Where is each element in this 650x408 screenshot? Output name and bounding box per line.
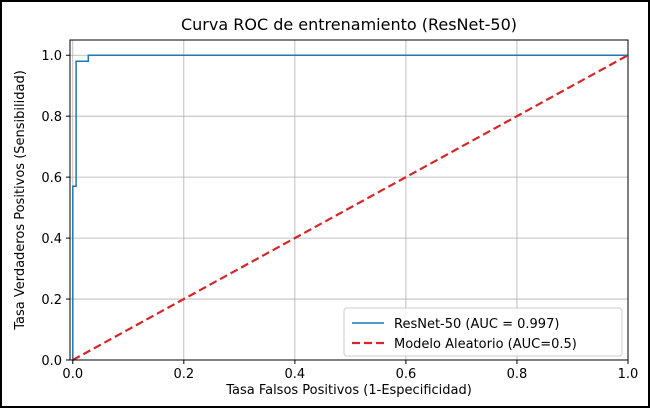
y-tick-label: 0.4: [41, 232, 62, 247]
x-axis: 0.0 0.2 0.4 0.6 0.8 1.0: [62, 360, 638, 382]
random-model-line: [72, 54, 629, 361]
plot-area: [69, 39, 629, 361]
x-tick-label: 0.4: [285, 367, 306, 382]
series-layer: [72, 54, 629, 361]
y-tick-label: 0.6: [41, 171, 62, 186]
y-tick-label: 0.8: [41, 110, 62, 125]
legend-box: [343, 307, 623, 357]
legend-entry: Modelo Aleatorio (AUC=0.5): [394, 337, 577, 352]
x-tick-label: 0.8: [507, 367, 528, 382]
y-tick-label: 1.0: [41, 49, 62, 64]
x-tick-label: 0.6: [396, 367, 417, 382]
y-tick-label: 0.2: [41, 293, 62, 308]
y-axis-label: Tasa Verdaderos Positivos (Sensibilidad): [13, 70, 28, 331]
x-tick-label: 0.2: [173, 367, 194, 382]
x-axis-label: Tasa Falsos Positivos (1-Especificidad): [225, 383, 472, 398]
legend-entry: ResNet-50 (AUC = 0.997): [394, 317, 559, 332]
y-tick-label: 0.0: [41, 354, 62, 369]
roc-curve-line: [72, 54, 628, 360]
chart-title: Curva ROC de entrenamiento (ResNet-50): [181, 15, 517, 34]
legend: ResNet-50 (AUC = 0.997) Modelo Aleatorio …: [343, 307, 623, 357]
y-axis: 0.0 0.2 0.4 0.6 0.8 1.0: [41, 49, 70, 369]
x-tick-label: 1.0: [618, 367, 639, 382]
x-tick-label: 0.0: [62, 367, 83, 382]
